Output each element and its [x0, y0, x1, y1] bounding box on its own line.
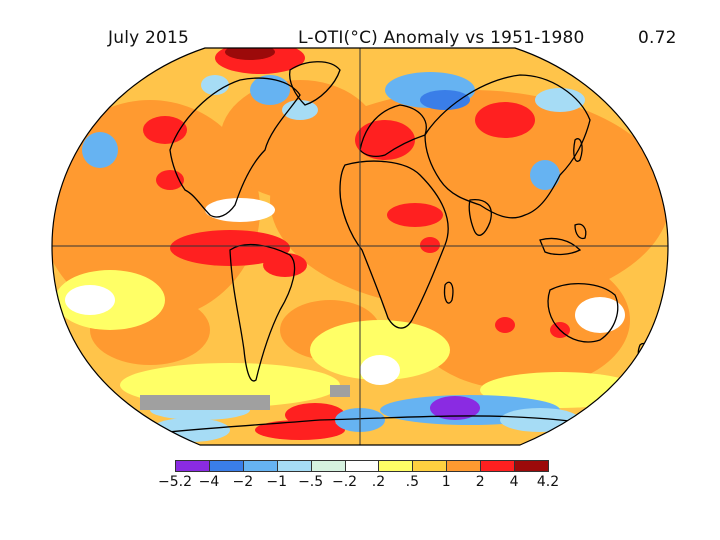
- color-scale-tick-label: 4: [509, 474, 519, 490]
- color-scale-tick-label: .5: [405, 474, 420, 490]
- color-scale-tick-label: .2: [371, 474, 386, 490]
- color-scale-tick-label: 2: [475, 474, 485, 490]
- color-scale-tick-label: −.2: [331, 474, 358, 490]
- map-date-label: July 2015: [108, 28, 190, 48]
- color-swatch: [480, 460, 516, 472]
- color-swatch: [175, 460, 210, 472]
- anomaly-map-svg: [51, 47, 669, 446]
- color-scale-bar: [175, 460, 549, 472]
- color-scale-tick-label: 4.2: [536, 474, 560, 490]
- global-mean-value: 0.72: [638, 28, 677, 48]
- color-scale-tick-label: 1: [441, 474, 451, 490]
- color-swatch: [344, 460, 380, 472]
- color-swatch: [242, 460, 278, 472]
- color-scale-tick-label: −1: [266, 474, 288, 490]
- color-scale-tick-label: −2: [232, 474, 254, 490]
- color-swatch: [276, 460, 312, 472]
- color-scale-tick-label: −5.2: [158, 474, 192, 490]
- color-swatch: [378, 460, 414, 472]
- color-swatch: [514, 460, 549, 472]
- color-scale-tick-label: −.5: [298, 474, 324, 490]
- color-swatch: [412, 460, 448, 472]
- anomaly-map: [51, 47, 669, 446]
- color-swatch: [208, 460, 244, 472]
- color-scale-tick-label: −4: [198, 474, 220, 490]
- map-title: L-OTI(°C) Anomaly vs 1951-1980: [298, 28, 585, 48]
- color-swatch: [310, 460, 346, 472]
- globe-outline: [51, 47, 669, 446]
- color-swatch: [446, 460, 482, 472]
